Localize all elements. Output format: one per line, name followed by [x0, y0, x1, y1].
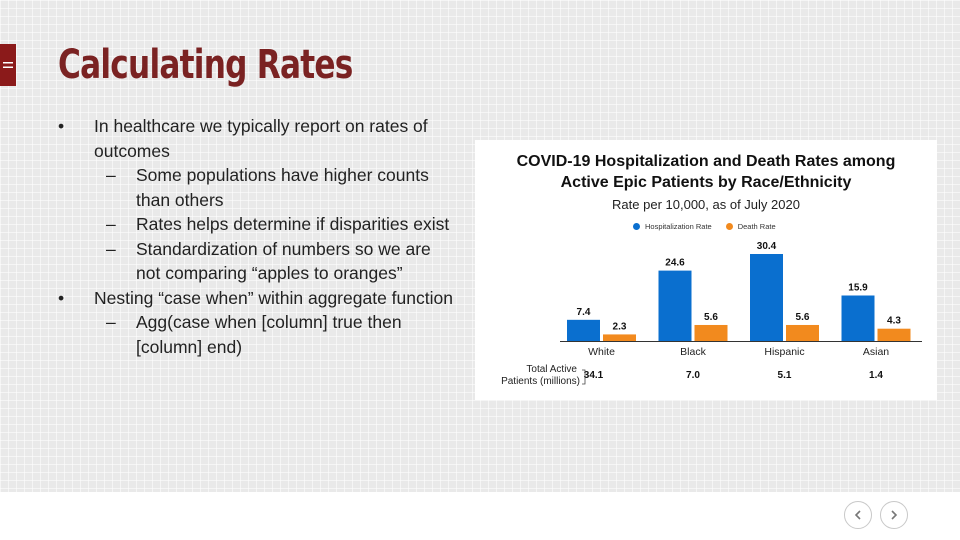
bar-death-white — [603, 334, 636, 341]
bullet-marker: – — [106, 312, 116, 332]
chart-legend: Hospitalization Rate Death Rate — [633, 222, 776, 231]
sub-bullet-item: – Agg(case when [column] true then [colum… — [58, 310, 458, 359]
hamburger-icon[interactable] — [3, 61, 13, 69]
legend-label-death: Death Rate — [737, 222, 776, 231]
category-label: White — [588, 346, 615, 358]
legend-item-hospitalization: Hospitalization Rate — [633, 222, 712, 231]
bullet-marker: – — [106, 238, 116, 259]
chevron-left-icon — [854, 510, 861, 520]
bullet-marker: – — [106, 214, 116, 234]
total-patients-value: 34.1 — [584, 370, 604, 381]
bar-hospitalization-asian — [841, 295, 875, 341]
category-label: Asian — [863, 346, 889, 358]
chart-title-line2: Active Epic Patients by Race/Ethnicity — [560, 174, 852, 191]
bullet-text: Nesting “case when” within aggregate fun… — [94, 287, 453, 308]
bullet-item: • Nesting “case when” within aggregate fu… — [58, 286, 458, 311]
total-patients-value: 7.0 — [686, 370, 700, 381]
row-label-line2: Patients (millions) — [501, 376, 580, 387]
row-label-line1: Total Active — [526, 364, 577, 375]
data-label: 24.6 — [665, 258, 685, 269]
legend-dot-hospitalization — [633, 223, 640, 230]
data-label: 30.4 — [757, 241, 777, 252]
row-label-bracket — [582, 369, 586, 385]
chart-title-line1: COVID-19 Hospitalization and Death Rates… — [516, 153, 896, 170]
chevron-right-icon — [891, 510, 898, 520]
data-label: 5.6 — [704, 312, 718, 323]
bar-death-black — [694, 324, 728, 341]
bar-hospitalization-black — [658, 270, 692, 341]
bar-death-hispanic — [786, 324, 819, 341]
data-label: 5.6 — [796, 312, 810, 323]
bullet-text: Some populations have higher counts than… — [136, 165, 429, 210]
bullet-text: In healthcare we typically report on rat… — [94, 116, 428, 161]
bullet-marker: – — [106, 165, 116, 185]
category-label: Black — [680, 346, 706, 358]
bullet-marker: • — [58, 287, 65, 308]
bar-hospitalization-hispanic — [750, 254, 783, 341]
bullet-list: • In healthcare we typically report on ra… — [58, 114, 458, 359]
legend-item-death: Death Rate — [725, 222, 776, 231]
menu-tab[interactable] — [0, 44, 16, 86]
chart-title: COVID-19 Hospitalization and Death Rates… — [475, 151, 937, 193]
total-patients-value: 5.1 — [778, 370, 792, 381]
chart-panel: COVID-19 Hospitalization and Death Rates… — [475, 140, 937, 400]
bullet-marker: • — [58, 116, 65, 136]
bar-chart: 7.4 2.3 White 34.1 24.6 5.6 Black 7.0 30.4 5.6 His… — [501, 241, 922, 387]
bar-death-asian — [877, 328, 911, 341]
total-patients-value: 1.4 — [869, 370, 883, 381]
data-label: 7.4 — [577, 307, 591, 318]
sub-bullet-item: – Some populations have higher counts tha… — [58, 163, 458, 212]
next-slide-button[interactable] — [880, 501, 908, 529]
slide-title: Calculating Rates — [58, 42, 353, 88]
bar-hospitalization-white — [567, 319, 600, 341]
category-label: Hispanic — [764, 346, 804, 358]
data-label: 15.9 — [848, 282, 868, 293]
sub-bullet-item: – Standardization of numbers so we are no… — [58, 237, 458, 286]
data-label: 2.3 — [613, 321, 627, 332]
previous-slide-button[interactable] — [844, 501, 872, 529]
chart-subtitle: Rate per 10,000, as of July 2020 — [612, 197, 800, 212]
bullet-item: • In healthcare we typically report on ra… — [58, 114, 458, 163]
slide: Calculating Rates • In healthcare we typi… — [0, 0, 960, 492]
data-label: 4.3 — [887, 316, 901, 327]
bullet-text: Rates helps determine if disparities exi… — [136, 214, 450, 234]
legend-label-hospitalization: Hospitalization Rate — [645, 222, 712, 231]
sub-bullet-item: – Rates helps determine if disparities ex… — [58, 212, 458, 237]
bullet-text: Standardization of numbers so we are not… — [136, 238, 431, 284]
legend-dot-death — [725, 223, 733, 230]
bullet-text: Agg(case when [column] true then [column… — [136, 312, 402, 357]
